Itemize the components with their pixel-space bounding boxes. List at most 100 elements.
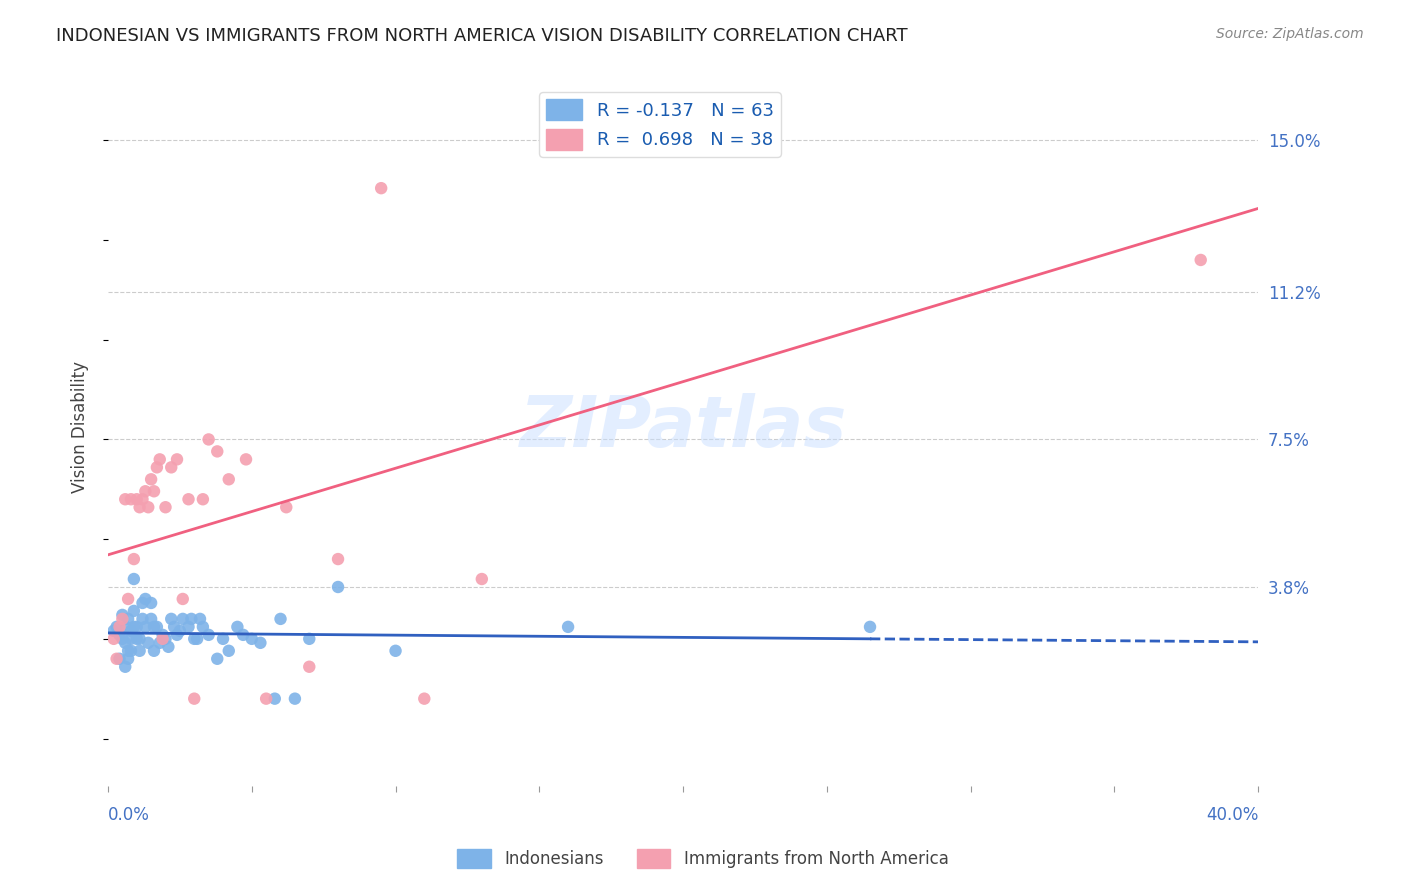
Point bbox=[172, 612, 194, 626]
Point bbox=[155, 500, 177, 515]
Point bbox=[207, 444, 229, 458]
Point bbox=[235, 452, 257, 467]
Point bbox=[276, 500, 298, 515]
Point bbox=[643, 141, 665, 155]
Point bbox=[152, 628, 174, 642]
Point bbox=[249, 636, 271, 650]
Legend: R = -0.137   N = 63, R =  0.698   N = 38: R = -0.137 N = 63, R = 0.698 N = 38 bbox=[538, 92, 782, 157]
Point bbox=[384, 644, 406, 658]
Point bbox=[186, 632, 208, 646]
Point bbox=[125, 632, 148, 646]
Point bbox=[160, 460, 183, 475]
Point bbox=[152, 632, 174, 646]
Point bbox=[212, 632, 235, 646]
Point bbox=[139, 596, 162, 610]
Point bbox=[169, 624, 191, 638]
Point bbox=[136, 500, 159, 515]
Point bbox=[160, 612, 183, 626]
Point bbox=[149, 452, 172, 467]
Text: INDONESIAN VS IMMIGRANTS FROM NORTH AMERICA VISION DISABILITY CORRELATION CHART: INDONESIAN VS IMMIGRANTS FROM NORTH AMER… bbox=[56, 27, 908, 45]
Point bbox=[155, 632, 177, 646]
Point bbox=[163, 620, 186, 634]
Point bbox=[177, 492, 200, 507]
Point bbox=[128, 500, 150, 515]
Point bbox=[134, 591, 156, 606]
Point bbox=[298, 632, 321, 646]
Point bbox=[105, 620, 128, 634]
Point bbox=[183, 632, 205, 646]
Point bbox=[103, 632, 125, 646]
Point bbox=[131, 596, 153, 610]
Point bbox=[166, 452, 188, 467]
Point bbox=[117, 591, 139, 606]
Point bbox=[183, 691, 205, 706]
Point bbox=[134, 620, 156, 634]
Point bbox=[1189, 252, 1212, 267]
Point bbox=[218, 644, 240, 658]
Point bbox=[108, 620, 131, 634]
Point bbox=[298, 659, 321, 673]
Point bbox=[120, 624, 142, 638]
Point bbox=[207, 652, 229, 666]
Point bbox=[188, 612, 211, 626]
Point bbox=[125, 492, 148, 507]
Point bbox=[122, 620, 145, 634]
Point bbox=[859, 620, 882, 634]
Point bbox=[370, 181, 392, 195]
Point bbox=[557, 620, 579, 634]
Point bbox=[111, 612, 134, 626]
Point bbox=[191, 492, 214, 507]
Point bbox=[131, 492, 153, 507]
Point bbox=[114, 620, 136, 634]
Text: Source: ZipAtlas.com: Source: ZipAtlas.com bbox=[1216, 27, 1364, 41]
Point bbox=[143, 484, 166, 499]
Point bbox=[139, 472, 162, 486]
Point bbox=[114, 636, 136, 650]
Point bbox=[326, 552, 349, 566]
Point bbox=[114, 492, 136, 507]
Point bbox=[136, 636, 159, 650]
Text: ZIPatlas: ZIPatlas bbox=[519, 393, 846, 462]
Point bbox=[149, 636, 172, 650]
Point bbox=[125, 620, 148, 634]
Point bbox=[128, 632, 150, 646]
Point bbox=[111, 632, 134, 646]
Point bbox=[263, 691, 285, 706]
Point bbox=[218, 472, 240, 486]
Point bbox=[146, 460, 169, 475]
Point bbox=[284, 691, 307, 706]
Point bbox=[197, 628, 219, 642]
Point bbox=[143, 644, 166, 658]
Point bbox=[232, 628, 254, 642]
Point bbox=[117, 652, 139, 666]
Point bbox=[226, 620, 249, 634]
Point bbox=[143, 620, 166, 634]
Point bbox=[120, 492, 142, 507]
Point bbox=[120, 632, 142, 646]
Point bbox=[180, 612, 202, 626]
Point bbox=[139, 612, 162, 626]
Point bbox=[270, 612, 292, 626]
Point bbox=[134, 484, 156, 499]
Point bbox=[177, 620, 200, 634]
Point bbox=[197, 433, 219, 447]
Text: 40.0%: 40.0% bbox=[1206, 806, 1258, 824]
Point bbox=[103, 624, 125, 638]
Y-axis label: Vision Disability: Vision Disability bbox=[72, 361, 89, 493]
Point bbox=[146, 620, 169, 634]
Point bbox=[120, 644, 142, 658]
Text: 0.0%: 0.0% bbox=[108, 806, 150, 824]
Point bbox=[471, 572, 494, 586]
Legend: Indonesians, Immigrants from North America: Indonesians, Immigrants from North Ameri… bbox=[451, 842, 955, 875]
Point bbox=[326, 580, 349, 594]
Point bbox=[114, 659, 136, 673]
Point bbox=[122, 552, 145, 566]
Point bbox=[131, 612, 153, 626]
Point bbox=[157, 640, 180, 654]
Point bbox=[128, 644, 150, 658]
Point bbox=[166, 628, 188, 642]
Point bbox=[111, 607, 134, 622]
Point bbox=[108, 652, 131, 666]
Point bbox=[108, 628, 131, 642]
Point bbox=[413, 691, 436, 706]
